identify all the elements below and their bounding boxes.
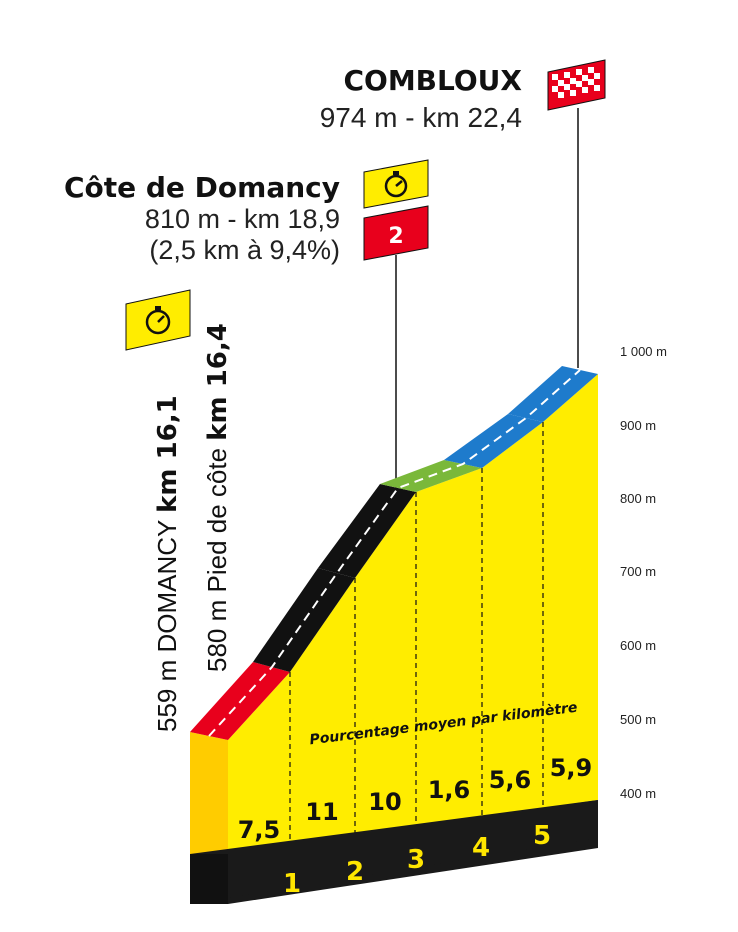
stopwatch-icon — [363, 159, 429, 209]
climb-name: Côte de Domancy — [64, 171, 340, 204]
segment-percentage: 1,6 — [428, 776, 471, 804]
finish-name: COMBLOUX — [343, 64, 522, 97]
segment-percentage: 11 — [305, 798, 338, 826]
stopwatch-icon — [125, 289, 191, 351]
pied-de-cote-label: 580 m Pied de côte km 16,4 — [202, 323, 233, 672]
altitude-tick-label: 900 m — [620, 418, 656, 433]
segment-percentage: 10 — [368, 788, 401, 816]
gradient-ribbon — [190, 366, 598, 740]
climb-stats: (2,5 km à 9,4%) — [149, 235, 340, 265]
domancy-label: 559 m DOMANCY km 16,1 — [152, 395, 183, 732]
finish-detail: 974 m - km 22,4 — [320, 102, 522, 133]
climb-detail: 810 m - km 18,9 — [145, 204, 340, 234]
km-marker: 5 — [533, 821, 551, 851]
km-marker: 3 — [407, 845, 425, 875]
segment-percentage: 7,5 — [238, 816, 281, 844]
km-separators — [289, 422, 544, 848]
altitude-tick-label: 700 m — [620, 564, 656, 579]
km-markers: 1 2 3 4 5 — [283, 821, 551, 899]
percentage-labels: 7,5 11 10 1,6 5,6 5,9 — [238, 754, 593, 844]
altitude-axis: 400 m 500 m 600 m 700 m 800 m 900 m 1 000 m — [620, 344, 667, 801]
altitude-tick-label: 800 m — [620, 491, 656, 506]
segment-percentage: 5,6 — [489, 766, 532, 794]
altitude-tick-label: 400 m — [620, 786, 656, 801]
category-number: 2 — [388, 224, 403, 249]
altitude-tick-label: 600 m — [620, 638, 656, 653]
category-badge: 2 — [363, 205, 429, 261]
km-marker: 4 — [472, 833, 490, 863]
km-marker: 1 — [283, 869, 301, 899]
altitude-tick-label: 500 m — [620, 712, 656, 727]
segment-percentage: 5,9 — [550, 754, 593, 782]
km-marker: 2 — [346, 857, 364, 887]
altitude-tick-label: 1 000 m — [620, 344, 667, 359]
checkered-flag-icon — [547, 59, 606, 368]
